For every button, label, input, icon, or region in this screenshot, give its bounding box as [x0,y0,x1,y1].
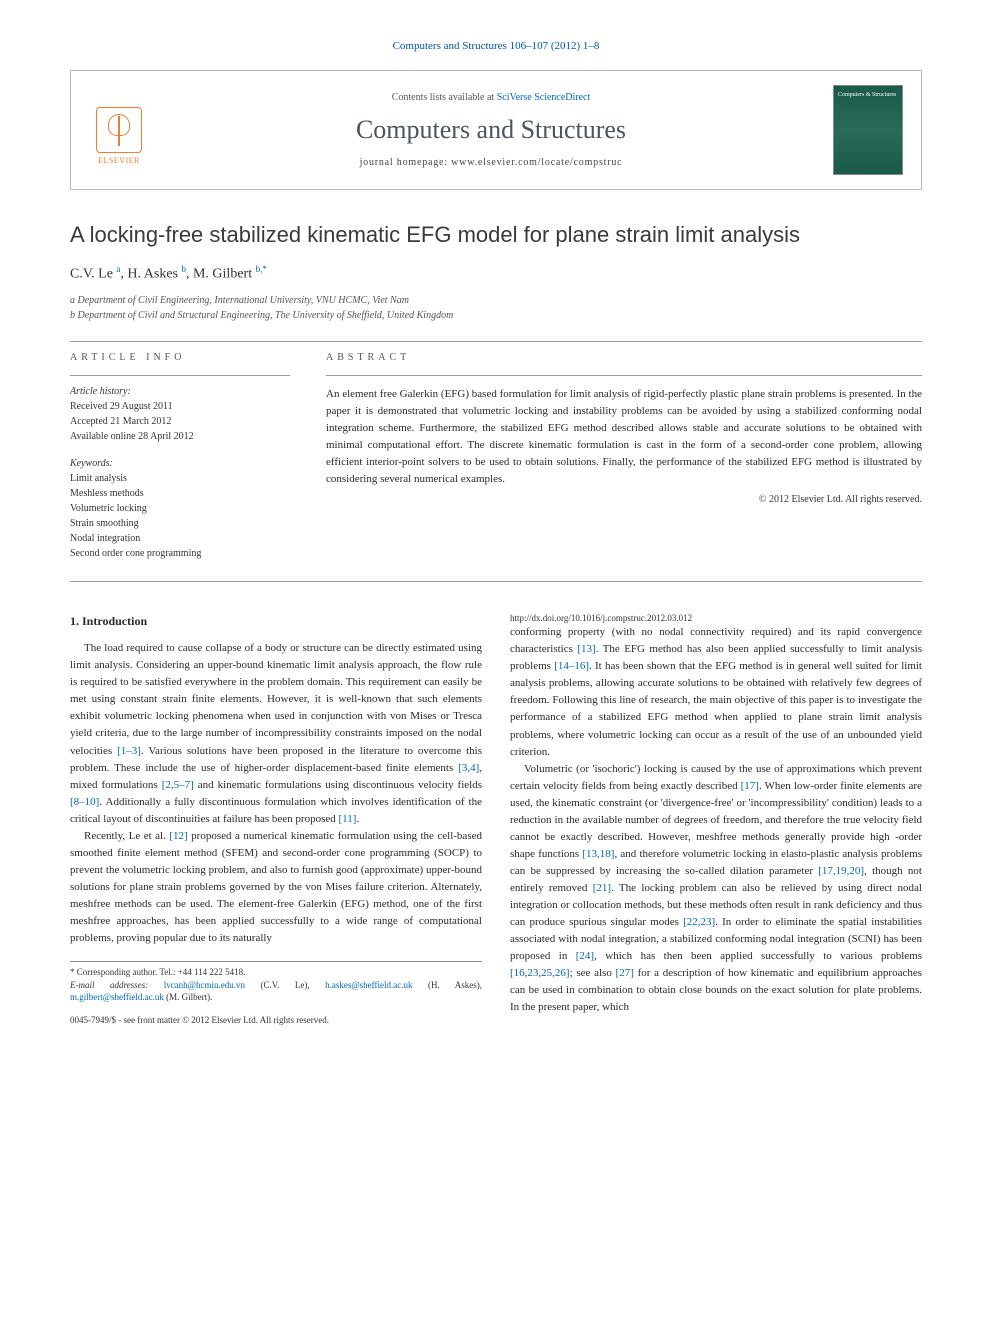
keyword: Volumetric locking [70,501,290,516]
abstract-block: ABSTRACT An element free Galerkin (EFG) … [326,352,922,561]
citation-link[interactable]: [13,18] [582,848,614,860]
intro-paragraph: The load required to cause collapse of a… [70,640,482,828]
affiliation-a: a Department of Civil Engineering, Inter… [70,293,922,308]
corresponding-author: * Corresponding author. Tel.: +44 114 22… [70,966,482,979]
body-columns: 1. Introduction The load required to cau… [70,612,922,1027]
citation-link[interactable]: [16,23,25,26] [510,967,570,979]
email-who: (H. Askes), [412,980,482,990]
journal-reference: Computers and Structures 106–107 (2012) … [70,40,922,52]
email-label: E-mail addresses: [70,980,164,990]
article-info-label: ARTICLE INFO [70,352,290,363]
front-matter-line: 0045-7949/$ - see front matter © 2012 El… [70,1014,482,1027]
abstract-label: ABSTRACT [326,352,922,363]
citation-link[interactable]: [21] [593,882,611,894]
affiliations: a Department of Civil Engineering, Inter… [70,293,922,323]
citation-link[interactable]: [24] [576,950,594,962]
article-info-block: ARTICLE INFO Article history: Received 2… [70,352,290,561]
meta-row: ARTICLE INFO Article history: Received 2… [70,352,922,561]
history-online: Available online 28 April 2012 [70,429,290,444]
intro-paragraph: conforming property (with no nodal conne… [510,624,922,760]
abstract-copyright: © 2012 Elsevier Ltd. All rights reserved… [326,494,922,505]
email-link[interactable]: lvcanh@hcmiu.edu.vn [164,980,245,990]
cover-title: Computers & Structures [838,92,896,98]
citation-link[interactable]: [3,4] [458,762,479,774]
contents-prefix: Contents lists available at [392,92,497,103]
email-link[interactable]: m.gilbert@sheffield.ac.uk [70,992,164,1002]
intro-paragraph: Volumetric (or 'isochoric') locking is c… [510,761,922,1017]
authors: C.V. Le a, H. Askes b, M. Gilbert b,* [70,264,922,283]
citation-link[interactable]: [8–10] [70,796,99,808]
citation-link[interactable]: [12] [169,830,187,842]
elsevier-tree-icon [96,107,142,153]
journal-banner: ELSEVIER Contents lists available at Sci… [70,70,922,190]
footnotes: * Corresponding author. Tel.: +44 114 22… [70,961,482,1004]
keywords-label: Keywords: [70,458,290,469]
citation-link[interactable]: [14–16] [554,660,589,672]
citation-link[interactable]: [27] [616,967,634,979]
journal-homepage: journal homepage: www.elsevier.com/locat… [165,157,817,168]
email-who: (C.V. Le), [245,980,325,990]
divider [70,375,290,376]
journal-cover-thumb: Computers & Structures [833,85,903,175]
sciencedirect-link[interactable]: SciVerse ScienceDirect [497,92,591,103]
contents-line: Contents lists available at SciVerse Sci… [165,92,817,103]
intro-paragraph: Recently, Le et al. [12] proposed a nume… [70,828,482,947]
journal-name: Computers and Structures [165,115,817,145]
email-who: (M. Gilbert). [164,992,213,1002]
article-title: A locking-free stabilized kinematic EFG … [70,222,922,248]
citation-link[interactable]: [1–3] [117,745,141,757]
banner-center: Contents lists available at SciVerse Sci… [165,92,817,168]
keyword: Nodal integration [70,531,290,546]
keyword: Meshless methods [70,486,290,501]
keyword: Second order cone programming [70,546,290,561]
divider [70,581,922,582]
doi-link[interactable]: http://dx.doi.org/10.1016/j.compstruc.20… [510,613,692,623]
divider [70,341,922,342]
publisher-label: ELSEVIER [98,156,140,165]
citation-link[interactable]: [11] [339,813,357,825]
elsevier-logo: ELSEVIER [89,95,149,165]
history-label: Article history: [70,386,290,397]
history-accepted: Accepted 21 March 2012 [70,414,290,429]
divider [326,375,922,376]
citation-link[interactable]: [2,5–7] [162,779,194,791]
citation-link[interactable]: [17] [741,780,759,792]
email-line: E-mail addresses: lvcanh@hcmiu.edu.vn (C… [70,979,482,1004]
keyword: Strain smoothing [70,516,290,531]
affiliation-b: b Department of Civil and Structural Eng… [70,308,922,323]
keyword: Limit analysis [70,471,290,486]
citation-link[interactable]: [17,19,20] [818,865,864,877]
intro-heading: 1. Introduction [70,612,482,631]
citation-link[interactable]: [13] [577,643,595,655]
email-link[interactable]: h.askes@sheffield.ac.uk [325,980,412,990]
citation-link[interactable]: [22,23] [683,916,715,928]
history-received: Received 29 August 2011 [70,399,290,414]
abstract-text: An element free Galerkin (EFG) based for… [326,386,922,488]
